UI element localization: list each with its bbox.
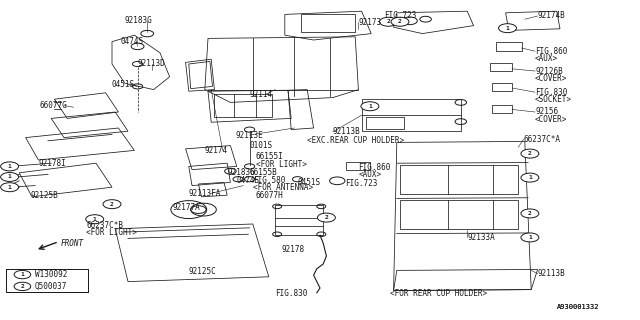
Circle shape xyxy=(521,233,539,242)
Text: 66155B: 66155B xyxy=(250,168,277,177)
Bar xyxy=(301,14,355,32)
Text: <COVER>: <COVER> xyxy=(535,115,568,124)
Circle shape xyxy=(14,282,31,291)
Text: 92133A: 92133A xyxy=(467,233,495,242)
Text: <AUX>: <AUX> xyxy=(358,170,381,179)
Text: 1: 1 xyxy=(8,164,12,169)
Text: 1: 1 xyxy=(506,26,509,31)
Text: 66077G: 66077G xyxy=(40,101,67,110)
Bar xyxy=(6,269,88,292)
Text: 92174: 92174 xyxy=(205,146,228,155)
Bar xyxy=(492,83,512,91)
Text: A930001332: A930001332 xyxy=(557,304,599,310)
Circle shape xyxy=(14,270,31,279)
Text: 2: 2 xyxy=(398,19,402,24)
Text: 66077H: 66077H xyxy=(256,191,284,200)
Text: 1: 1 xyxy=(528,175,532,180)
Text: <EXC.REAR CUP HOLDER>: <EXC.REAR CUP HOLDER> xyxy=(307,136,404,145)
Text: 92125B: 92125B xyxy=(31,191,58,200)
Text: <FOR LIGHT>: <FOR LIGHT> xyxy=(256,160,307,169)
Bar xyxy=(214,94,272,117)
Text: 92183G: 92183G xyxy=(228,168,255,177)
Circle shape xyxy=(1,162,19,171)
Text: FIG.723: FIG.723 xyxy=(346,179,378,188)
Text: 1: 1 xyxy=(528,235,532,240)
Text: W130092: W130092 xyxy=(35,270,67,279)
Text: 0474S: 0474S xyxy=(120,37,143,46)
Text: 2: 2 xyxy=(20,284,24,289)
Text: 1: 1 xyxy=(93,217,97,222)
Circle shape xyxy=(521,173,539,182)
Circle shape xyxy=(1,172,19,181)
Text: 1: 1 xyxy=(8,185,12,190)
Text: 92114: 92114 xyxy=(250,90,273,99)
Text: 2: 2 xyxy=(387,19,390,24)
Text: 66155I: 66155I xyxy=(256,152,284,161)
Text: <AUX>: <AUX> xyxy=(535,54,558,63)
Text: 2: 2 xyxy=(528,211,532,216)
Text: 92113FA: 92113FA xyxy=(189,189,221,198)
Bar xyxy=(400,165,518,194)
Text: FIG.860: FIG.860 xyxy=(535,47,568,56)
Text: A930001332: A930001332 xyxy=(557,304,599,310)
Bar xyxy=(366,117,404,129)
Text: 92113D: 92113D xyxy=(138,60,165,68)
Circle shape xyxy=(391,17,409,26)
Bar xyxy=(346,162,370,170)
Circle shape xyxy=(521,149,539,158)
Text: 0474S: 0474S xyxy=(237,176,260,185)
Text: FIG.830: FIG.830 xyxy=(275,289,308,298)
Bar xyxy=(6,269,88,292)
Text: 66237C*B: 66237C*B xyxy=(86,221,124,230)
Circle shape xyxy=(317,213,335,222)
Text: 92183G: 92183G xyxy=(125,16,152,25)
Text: <COVER>: <COVER> xyxy=(535,74,568,83)
Text: Q500037: Q500037 xyxy=(35,282,67,291)
Text: 92174B: 92174B xyxy=(538,12,565,20)
Text: <SOCKET>: <SOCKET> xyxy=(535,95,572,104)
Text: 92113B: 92113B xyxy=(538,269,565,278)
Bar xyxy=(275,205,323,235)
Text: 92178: 92178 xyxy=(282,245,305,254)
Text: FIG.580: FIG.580 xyxy=(253,176,285,185)
Text: 92126B: 92126B xyxy=(535,67,563,76)
Text: 92113B: 92113B xyxy=(333,127,360,136)
Text: <FOR LIGHT>: <FOR LIGHT> xyxy=(86,228,137,237)
Bar xyxy=(400,200,518,229)
Text: 2: 2 xyxy=(324,215,328,220)
Text: FRONT: FRONT xyxy=(61,239,84,248)
Bar xyxy=(362,99,461,131)
Text: <FOR REAR CUP HOLDER>: <FOR REAR CUP HOLDER> xyxy=(390,289,488,298)
Text: 0101S: 0101S xyxy=(250,141,273,150)
Text: 1: 1 xyxy=(20,272,24,277)
Text: 92177A: 92177A xyxy=(173,204,200,212)
Bar xyxy=(490,63,512,71)
Text: <FOR ANTENNA>: <FOR ANTENNA> xyxy=(253,183,313,192)
Text: 2: 2 xyxy=(528,151,532,156)
Text: 92173: 92173 xyxy=(358,18,381,27)
Text: 1: 1 xyxy=(368,104,372,109)
Text: 92125C: 92125C xyxy=(189,267,216,276)
Circle shape xyxy=(361,102,379,111)
Text: 2: 2 xyxy=(110,202,114,207)
Text: 66237C*A: 66237C*A xyxy=(524,135,561,144)
Bar xyxy=(496,42,522,51)
Circle shape xyxy=(103,200,121,209)
Circle shape xyxy=(499,24,516,33)
Text: FIG.723: FIG.723 xyxy=(384,12,417,20)
Text: FIG.860: FIG.860 xyxy=(358,163,391,172)
Circle shape xyxy=(521,209,539,218)
Text: 0451S: 0451S xyxy=(112,80,135,89)
Bar xyxy=(492,105,512,113)
Text: FIG.830: FIG.830 xyxy=(535,88,568,97)
Text: 92156: 92156 xyxy=(535,108,558,116)
Text: 1: 1 xyxy=(8,174,12,180)
Circle shape xyxy=(86,215,104,224)
Text: 92113E: 92113E xyxy=(236,131,263,140)
Text: 92178I: 92178I xyxy=(38,159,66,168)
Circle shape xyxy=(1,183,19,192)
Text: 0451S: 0451S xyxy=(298,178,321,187)
Circle shape xyxy=(380,17,397,26)
